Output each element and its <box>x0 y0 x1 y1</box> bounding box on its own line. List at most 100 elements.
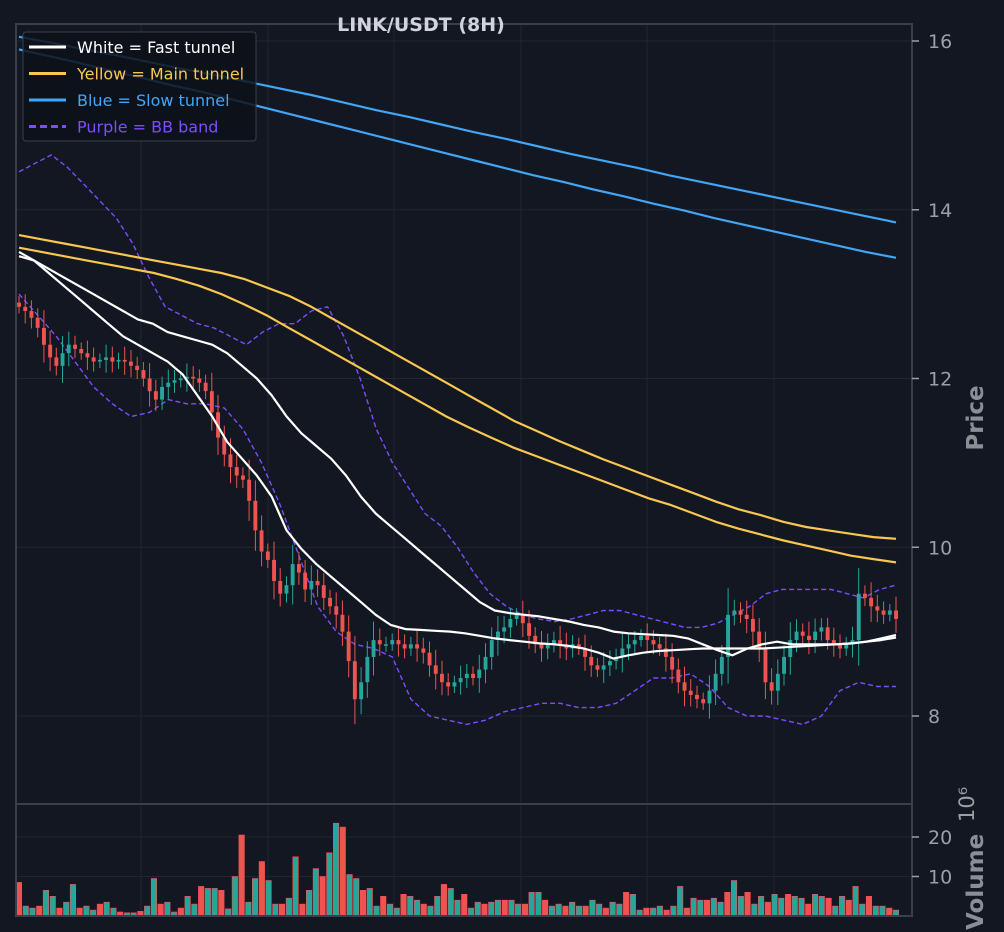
volume-bar <box>252 878 259 917</box>
volume-bar <box>683 907 690 917</box>
volume-bar <box>501 899 508 917</box>
volume-bar <box>515 903 522 917</box>
volume-bar <box>285 897 292 917</box>
legend-entry-label: Blue = Slow tunnel <box>77 91 230 110</box>
volume-bar <box>825 897 832 917</box>
volume-bar <box>832 905 839 917</box>
volume-bar <box>872 905 879 917</box>
candle <box>23 294 28 324</box>
candle-body <box>663 648 668 657</box>
volume-bar <box>346 874 353 917</box>
legend-entry-label: White = Fast tunnel <box>77 38 235 57</box>
volume-bar <box>542 899 549 917</box>
candle <box>713 659 718 705</box>
candle-body <box>116 359 121 362</box>
candle-body <box>427 652 432 666</box>
volume-bar <box>359 889 367 917</box>
candle-body <box>825 627 830 641</box>
volume-bar <box>602 907 609 917</box>
volume-bar <box>865 895 873 917</box>
candle <box>79 342 84 360</box>
candle <box>297 551 301 585</box>
candle-body <box>701 699 706 704</box>
volume-bar <box>407 895 414 917</box>
candle-body <box>122 359 127 362</box>
volume-panel-frame <box>15 803 913 917</box>
bb-band-lower-line <box>18 293 896 726</box>
candle <box>800 623 805 645</box>
candle <box>185 363 189 392</box>
volume-bar <box>535 891 542 917</box>
candle-body <box>135 365 140 370</box>
volume-bar <box>575 905 583 917</box>
candle-body <box>35 317 40 328</box>
candle-body <box>197 378 202 383</box>
volume-bar <box>650 907 657 917</box>
candle-body <box>608 661 612 666</box>
candle-body <box>79 349 84 354</box>
candle <box>788 622 793 675</box>
candle <box>85 340 90 370</box>
price-tick-label: 8 <box>928 706 940 728</box>
volume-bar <box>312 868 319 917</box>
candle-body <box>520 614 525 624</box>
candle <box>813 618 818 654</box>
candle <box>290 544 295 605</box>
volume-bar <box>488 901 495 917</box>
candle-body <box>732 610 737 615</box>
candle <box>558 625 563 659</box>
volume-bar <box>420 903 427 917</box>
candle <box>744 600 749 634</box>
volume-bar <box>818 895 825 917</box>
candle <box>552 631 556 653</box>
candle-body <box>514 614 519 619</box>
candle <box>116 352 121 369</box>
volume-bar <box>326 852 333 917</box>
candle <box>782 645 786 686</box>
candle <box>203 374 208 400</box>
candle-body <box>695 694 699 700</box>
candle <box>775 659 780 705</box>
legend-entry-label: Purple = BB band <box>77 118 218 137</box>
candle <box>446 673 451 696</box>
volume-bar <box>521 903 529 917</box>
volume-axis-label: Volume <box>963 834 989 930</box>
legend-entry-label: Yellow = Main tunnel <box>76 65 244 84</box>
candle <box>533 627 538 654</box>
candle <box>471 666 475 686</box>
candle <box>402 634 407 659</box>
volume-bar <box>548 905 556 917</box>
candle <box>122 346 127 375</box>
candle <box>894 596 898 633</box>
volume-bar <box>184 895 191 917</box>
volume-bar <box>238 834 245 917</box>
candle <box>751 604 755 647</box>
volume-scale-label: 10⁶ <box>955 787 979 822</box>
volume-bar <box>413 899 421 917</box>
candle <box>309 565 314 605</box>
candle-body <box>458 678 463 683</box>
candle-body <box>241 475 245 480</box>
candle-body <box>191 376 196 379</box>
candle-body <box>508 619 513 628</box>
candle-body <box>713 673 718 691</box>
volume-bar <box>56 907 63 917</box>
candle-body <box>763 648 768 683</box>
volume-bar <box>76 907 83 917</box>
legend-box <box>22 31 257 142</box>
candle-body <box>203 382 208 392</box>
volume-bar <box>231 876 238 917</box>
candle <box>29 300 34 329</box>
candle-body <box>676 669 681 683</box>
candle-body <box>141 370 146 379</box>
candle <box>701 692 706 710</box>
candle-body <box>632 640 637 645</box>
candle <box>222 425 227 467</box>
volume-bar <box>191 903 198 917</box>
candle <box>265 543 270 568</box>
candle <box>91 347 96 372</box>
candle <box>514 608 519 626</box>
volume-bar <box>744 891 751 917</box>
volume-bar <box>811 893 819 917</box>
candle <box>421 637 426 664</box>
